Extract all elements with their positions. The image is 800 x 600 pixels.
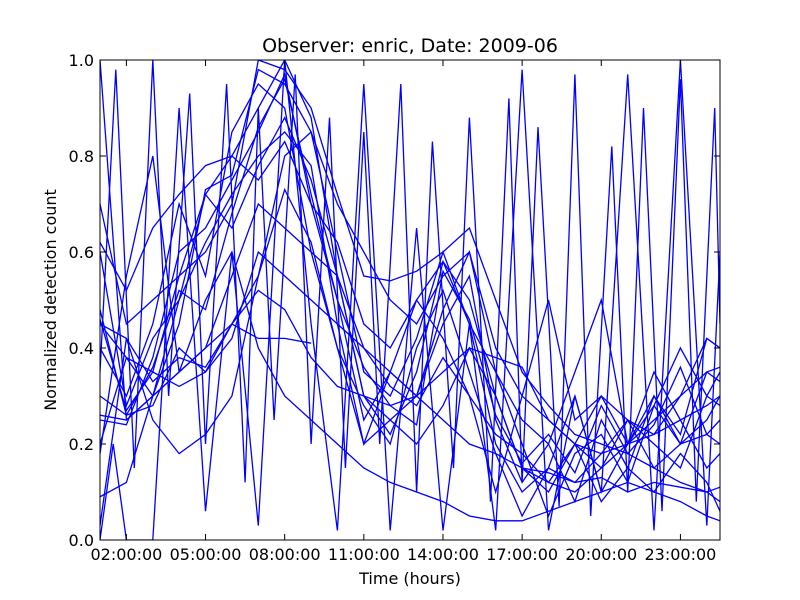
x-tick-label: 08:00:00	[249, 545, 321, 564]
x-tick-label: 11:00:00	[328, 545, 400, 564]
y-tick-label: 0.4	[69, 339, 94, 358]
x-axis-label: Time (hours)	[358, 569, 461, 588]
series-line-11	[100, 155, 720, 522]
y-axis: 0.0 0.2 0.4 0.6 0.8 1.0	[69, 51, 720, 550]
series-line-13	[100, 130, 720, 470]
series-line-16	[100, 116, 720, 512]
y-tick-label: 0.2	[69, 435, 94, 454]
plot-area	[100, 60, 720, 540]
x-tick-label: 20:00:00	[565, 545, 637, 564]
series-line-18	[100, 187, 720, 526]
plot-frame	[99, 59, 721, 541]
y-tick-label: 0.0	[69, 531, 94, 550]
x-axis: 02:00:00 05:00:00 08:00:00 11:00:00 14:00:00…	[90, 60, 716, 564]
series-line-17	[100, 323, 312, 397]
series-group	[100, 60, 720, 540]
x-tick-label: 05:00:00	[170, 545, 242, 564]
chart-title: Observer: enric, Date: 2009-06	[262, 35, 558, 57]
x-tick-label: 02:00:00	[90, 545, 162, 564]
y-tick-label: 0.8	[69, 147, 94, 166]
y-tick-label: 1.0	[69, 51, 94, 70]
x-tick-label: 14:00:00	[407, 545, 479, 564]
x-tick-label: 17:00:00	[486, 545, 558, 564]
x-tick-label: 23:00:00	[644, 545, 716, 564]
y-axis-label: Normalized detection count	[41, 189, 60, 411]
series-line-14	[100, 77, 720, 475]
y-tick-label: 0.6	[69, 243, 94, 262]
